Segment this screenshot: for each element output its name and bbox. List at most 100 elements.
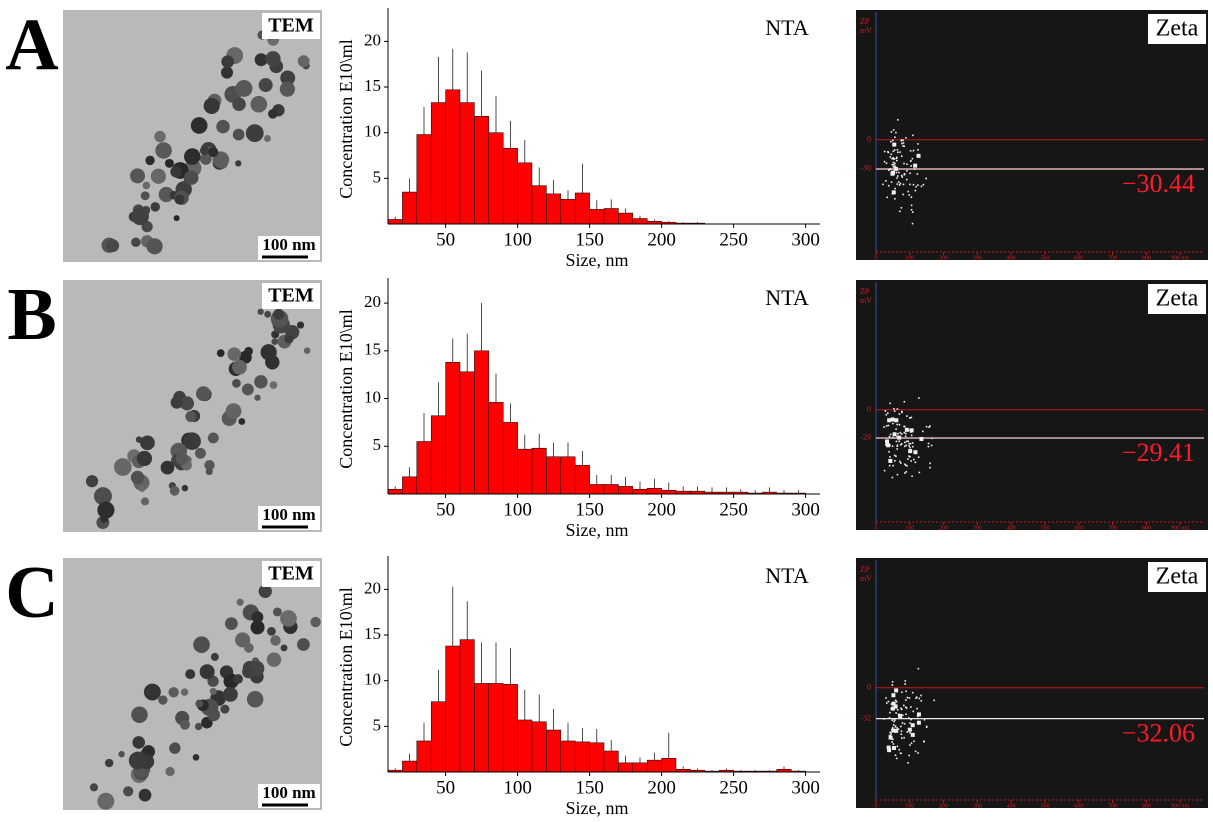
tem-particle (269, 381, 278, 389)
y-tick-label: 10 (364, 670, 381, 689)
zeta-dot (898, 748, 901, 751)
zeta-dot (925, 425, 928, 428)
tem-particle (201, 716, 213, 729)
tem-particle (264, 310, 272, 318)
zeta-dot (917, 148, 919, 151)
zeta-dot (895, 712, 897, 714)
zeta-dot (887, 412, 889, 415)
tem-particle (250, 620, 265, 635)
zeta-dot (912, 445, 914, 448)
zeta-dot (909, 744, 911, 746)
zeta-value: −30.44 (1122, 169, 1195, 198)
zeta-dot (910, 208, 913, 211)
zeta-dot (901, 410, 903, 413)
x-tick-label: 400 (1007, 255, 1016, 261)
zeta-dot (891, 476, 894, 479)
zeta-dot (894, 754, 897, 757)
zeta-dot (910, 165, 912, 167)
tem-particle (297, 638, 310, 651)
zeta-dot (896, 727, 898, 729)
y-tick-label: 15 (364, 624, 381, 643)
title-box (1148, 284, 1206, 314)
zeta-dot (896, 473, 899, 476)
zeta-dot (907, 727, 912, 732)
tem-particle (169, 485, 180, 496)
tem-particle (207, 432, 219, 444)
tem-particle (145, 155, 155, 166)
zeta-dot (921, 430, 924, 433)
tem-particle (179, 396, 195, 411)
tem-particle (279, 81, 295, 97)
bar (402, 476, 418, 495)
tem-label: TEM (268, 563, 314, 585)
tem-particle (140, 191, 150, 201)
zeta-dot (896, 175, 899, 177)
zeta-dot (901, 714, 904, 717)
tem-particle (128, 751, 147, 770)
zeta-dot (896, 151, 899, 154)
zeta-dot (911, 691, 914, 694)
zeta-dot (891, 701, 896, 706)
zeta-dot (888, 450, 890, 453)
bar (416, 740, 432, 773)
zeta-dot (891, 157, 893, 160)
zeta-dot (925, 177, 927, 180)
zeta-dot (907, 762, 910, 764)
tem-particle (257, 308, 264, 315)
zeta-dot (894, 136, 896, 139)
zeta-dot (888, 435, 891, 438)
zeta-dot (916, 712, 921, 717)
zeta-dot (923, 719, 926, 721)
tem-particle (254, 375, 268, 389)
zeta-dot (896, 408, 899, 410)
bar (488, 132, 504, 225)
zeta-dot (892, 738, 894, 741)
zeta-dot (896, 444, 899, 447)
zeta-dot (902, 139, 904, 142)
tem-particle (154, 130, 166, 143)
bar (546, 193, 562, 225)
bar (531, 447, 547, 495)
zeta-dot (900, 752, 902, 755)
zeta-dot (890, 708, 892, 710)
zeta-dot (883, 469, 886, 472)
zeta-dot (900, 174, 903, 177)
zeta-dot (904, 441, 906, 444)
zeta-dot (902, 145, 904, 147)
zeta-dot (889, 731, 891, 734)
zeta-dot (894, 162, 896, 165)
x-tick-label: 600 (1074, 255, 1083, 261)
zeta-dot (885, 439, 890, 444)
tem-particle (246, 691, 264, 708)
zeta-dot (916, 696, 918, 698)
tem-particle (104, 758, 114, 768)
zeta-dot (916, 173, 919, 175)
y-unit-label: ZP (860, 17, 870, 26)
y-tick-label: 15 (364, 340, 381, 359)
zeta-dot (912, 458, 915, 461)
tem-particle (236, 598, 244, 606)
x-tick-label: 400 (1007, 525, 1016, 531)
zeta-dot (917, 752, 919, 754)
zeta-dot (904, 706, 907, 708)
bar (531, 721, 547, 773)
zeta-dot (902, 704, 905, 707)
zeta-dot (909, 456, 911, 458)
y-tick-label: 20 (364, 30, 381, 49)
bar (603, 208, 619, 225)
zeta-panel (856, 558, 1208, 808)
panel-letter: B (7, 274, 56, 356)
tem-label: TEM (268, 15, 314, 37)
zeta-dot (899, 443, 902, 446)
zeta-dot (892, 157, 895, 159)
tem-particle (194, 447, 206, 459)
zeta-dot (891, 445, 894, 447)
tem-particle (310, 616, 321, 628)
bar (632, 488, 648, 495)
tem-particle (216, 119, 230, 134)
zeta-dot (908, 717, 910, 719)
y-tick-label: 5 (373, 435, 382, 454)
x-tick-label: 300 (791, 499, 820, 520)
zeta-dot (903, 736, 905, 739)
zeta-dot (900, 725, 902, 728)
